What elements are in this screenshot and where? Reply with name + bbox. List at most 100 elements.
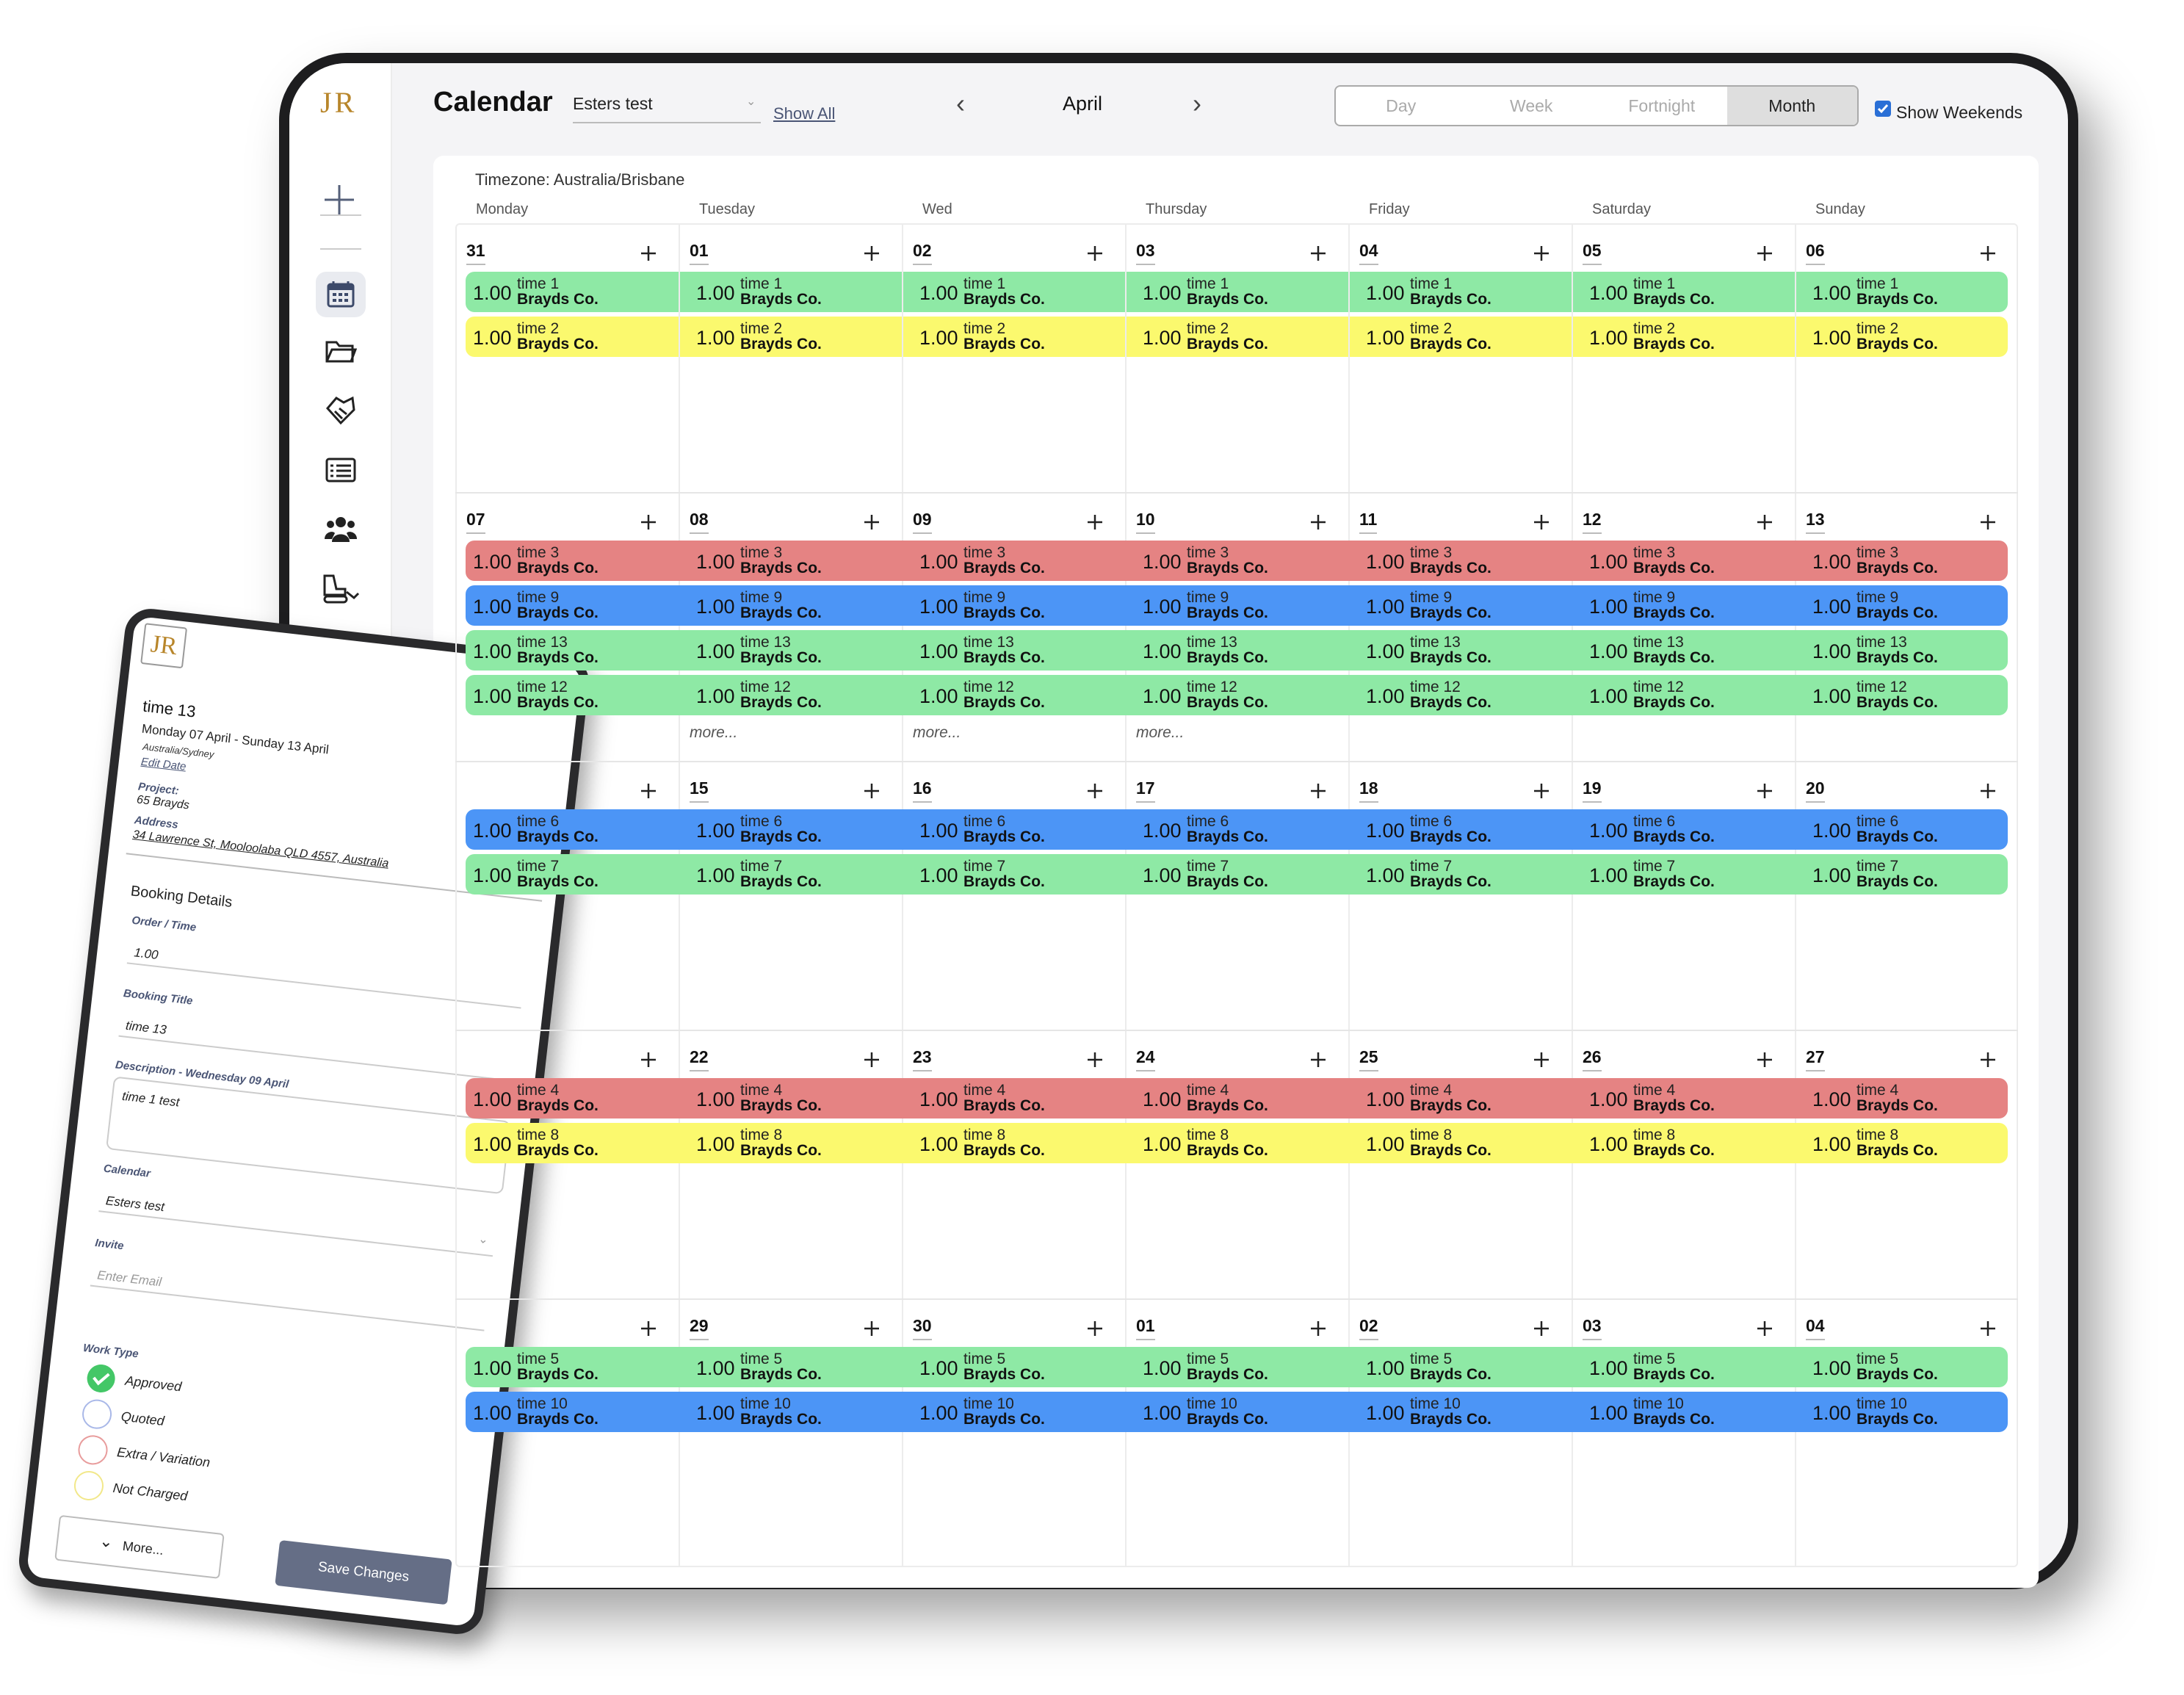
event-bar[interactable]: [466, 675, 2008, 715]
field-value[interactable]: 1.00: [133, 945, 159, 963]
handshake-icon[interactable]: [325, 394, 357, 426]
edit-date-link[interactable]: Edit Date: [140, 755, 187, 773]
event-order: 1.00: [1589, 640, 1628, 662]
add-booking-button[interactable]: [864, 1052, 880, 1068]
add-booking-button[interactable]: [640, 1320, 657, 1337]
add-booking-button[interactable]: [864, 514, 880, 530]
add-booking-button[interactable]: [1310, 1052, 1326, 1068]
next-month[interactable]: ›: [1193, 88, 1201, 118]
checkbox[interactable]: [1874, 100, 1892, 118]
add-booking-button[interactable]: [640, 245, 657, 261]
event-title: time 5: [1410, 1351, 1453, 1367]
add-booking-button[interactable]: [1533, 1052, 1550, 1068]
event-bar[interactable]: [466, 809, 2008, 850]
add-booking-button[interactable]: [1980, 514, 1996, 530]
event-order: 1.00: [1812, 1133, 1851, 1155]
add-booking-button[interactable]: [1980, 1320, 1996, 1337]
work-type-radio[interactable]: [80, 1397, 114, 1431]
event-bar[interactable]: [466, 630, 2008, 671]
add-booking-button[interactable]: [1980, 783, 1996, 799]
work-type-radio[interactable]: [84, 1362, 117, 1395]
event-order: 1.00: [473, 685, 512, 707]
calendar-icon[interactable]: [326, 279, 355, 308]
event-client: Brayds Co.: [1856, 1142, 1938, 1159]
add-booking-button[interactable]: [1980, 245, 1996, 261]
group-icon[interactable]: [323, 514, 358, 543]
more-link[interactable]: more...: [913, 724, 961, 741]
work-type-option[interactable]: Approved: [124, 1373, 183, 1395]
add-booking-button[interactable]: [640, 1052, 657, 1068]
view-option[interactable]: Fortnight: [1628, 96, 1696, 115]
event-order: 1.00: [1143, 685, 1182, 707]
add-booking-button[interactable]: [1310, 1320, 1326, 1337]
add-booking-button[interactable]: [1757, 514, 1773, 530]
list-icon[interactable]: [325, 457, 357, 483]
day-number: 09: [913, 510, 932, 534]
add-booking-button[interactable]: [1087, 245, 1103, 261]
event-bar[interactable]: [466, 1392, 2008, 1432]
add-booking-button[interactable]: [1533, 514, 1550, 530]
field-value[interactable]: time 13: [125, 1018, 167, 1037]
more-link[interactable]: more...: [1136, 724, 1185, 741]
add-booking-button[interactable]: [1087, 783, 1103, 799]
event-title: time 6: [963, 813, 1006, 830]
more-button[interactable]: ⌄ More...: [54, 1514, 225, 1579]
work-type-option[interactable]: Extra / Variation: [116, 1445, 211, 1470]
work-type-option[interactable]: Quoted: [120, 1409, 165, 1429]
event-client: Brayds Co.: [517, 649, 599, 666]
view-option[interactable]: Day: [1386, 96, 1417, 115]
event-bar[interactable]: [466, 854, 2008, 895]
event-client: Brayds Co.: [963, 873, 1045, 890]
add-booking-button[interactable]: [1980, 1052, 1996, 1068]
add-icon[interactable]: [322, 182, 357, 217]
event-client: Brayds Co.: [963, 1366, 1045, 1383]
add-booking-button[interactable]: [640, 514, 657, 530]
work-type-radio[interactable]: [76, 1433, 109, 1467]
plus-icon: [1757, 1321, 1772, 1336]
event-bar[interactable]: [466, 317, 2008, 357]
folder-icon[interactable]: [325, 336, 357, 366]
machinery-icon[interactable]: [322, 573, 361, 605]
work-type-option[interactable]: Not Charged: [112, 1480, 189, 1504]
event-order: 1.00: [696, 551, 735, 573]
work-type-radio[interactable]: [72, 1469, 106, 1503]
event-bar[interactable]: [466, 1347, 2008, 1387]
day-number: 07: [466, 510, 485, 534]
view-option[interactable]: Week: [1510, 96, 1553, 115]
event-bar[interactable]: [466, 1123, 2008, 1163]
view-option[interactable]: Month: [1726, 87, 1857, 125]
show-all-link[interactable]: Show All: [773, 104, 836, 123]
add-booking-button[interactable]: [1087, 514, 1103, 530]
event-bar[interactable]: [466, 585, 2008, 626]
event-bar[interactable]: [466, 272, 2008, 312]
event-client: Brayds Co.: [1856, 1411, 1938, 1428]
add-booking-button[interactable]: [1310, 514, 1326, 530]
add-booking-button[interactable]: [1087, 1320, 1103, 1337]
add-booking-button[interactable]: [1533, 245, 1550, 261]
add-booking-button[interactable]: [1533, 1320, 1550, 1337]
add-booking-button[interactable]: [864, 783, 880, 799]
add-booking-button[interactable]: [1533, 783, 1550, 799]
add-booking-button[interactable]: [1757, 1052, 1773, 1068]
add-booking-button[interactable]: [1757, 245, 1773, 261]
event-client: Brayds Co.: [1410, 649, 1491, 666]
add-booking-button[interactable]: [1087, 1052, 1103, 1068]
calendar-select[interactable]: Esters test: [573, 94, 761, 123]
add-booking-button[interactable]: [1757, 783, 1773, 799]
add-booking-button[interactable]: [864, 1320, 880, 1337]
event-bar[interactable]: [466, 541, 2008, 581]
prev-month[interactable]: ‹: [956, 88, 965, 118]
event-order: 1.00: [919, 551, 958, 573]
add-booking-button[interactable]: [640, 783, 657, 799]
add-booking-button[interactable]: [864, 245, 880, 261]
add-booking-button[interactable]: [1310, 245, 1326, 261]
event-order: 1.00: [1143, 1088, 1182, 1110]
save-button[interactable]: Save Changes: [275, 1539, 452, 1605]
add-booking-button[interactable]: [1310, 783, 1326, 799]
show-weekends-label[interactable]: Show Weekends: [1896, 103, 2023, 122]
add-booking-button[interactable]: [1757, 1320, 1773, 1337]
event-order: 1.00: [473, 1357, 512, 1379]
event-bar[interactable]: [466, 1078, 2008, 1118]
more-link[interactable]: more...: [690, 724, 738, 741]
